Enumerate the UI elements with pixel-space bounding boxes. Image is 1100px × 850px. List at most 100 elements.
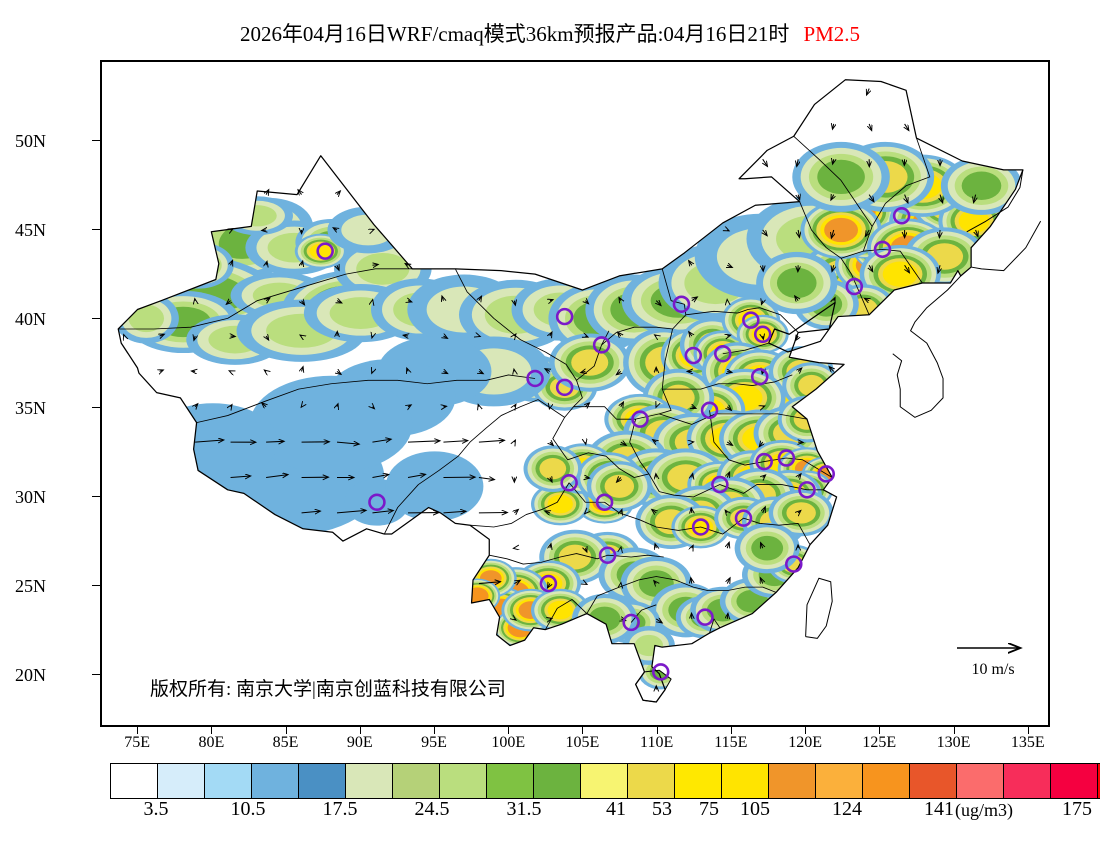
wind-scale-label: 10 m/s (971, 661, 1015, 678)
colorbar-swatch (816, 764, 863, 798)
city-marker[interactable] (696, 608, 714, 626)
wind-vector (832, 265, 834, 271)
city-marker[interactable] (711, 475, 729, 494)
colorbar-swatch (393, 764, 440, 798)
city-marker[interactable] (734, 509, 753, 527)
wind-vector (545, 511, 550, 513)
colorbar-swatch (205, 764, 252, 798)
city-marker[interactable] (560, 474, 578, 492)
wind-vector (231, 405, 232, 407)
city-marker[interactable] (755, 452, 773, 471)
wind-vector (585, 403, 589, 407)
colorbar-tick-label: 31.5 (506, 798, 542, 820)
concentration-contour (604, 474, 635, 498)
wind-vector (831, 195, 834, 200)
city-marker[interactable] (753, 325, 772, 344)
x-axis-tick (359, 727, 361, 734)
x-axis-tick-label: 130E (936, 734, 971, 751)
wind-vector (864, 298, 869, 300)
concentration-contour (824, 217, 859, 243)
wind-vector (337, 371, 341, 374)
city-marker[interactable] (777, 449, 796, 467)
city-marker[interactable] (316, 242, 334, 260)
y-axis-tick (92, 584, 100, 586)
colorbar-tick-label: 105 (740, 798, 770, 820)
city-marker[interactable] (892, 207, 911, 225)
wind-vector (478, 440, 504, 442)
wind-vector (798, 474, 801, 478)
city-marker[interactable] (798, 481, 816, 499)
wind-vector (266, 441, 284, 442)
city-marker[interactable] (526, 369, 544, 388)
wind-vector (797, 159, 798, 166)
city-marker[interactable] (714, 344, 732, 363)
border-path (793, 135, 873, 227)
concentration-contour (547, 494, 573, 514)
city-marker[interactable] (873, 240, 892, 259)
wind-vector (478, 477, 494, 479)
wind-vector (301, 511, 321, 513)
wind-vector (550, 442, 553, 445)
wind-vector (336, 510, 366, 512)
city-marker[interactable] (691, 518, 710, 536)
city-marker[interactable] (684, 346, 703, 365)
city-marker[interactable] (368, 493, 386, 511)
wind-vector (798, 368, 802, 371)
city-marker[interactable] (555, 307, 574, 326)
city-marker[interactable] (785, 555, 803, 573)
colorbar-tick-label: 75 (699, 798, 719, 820)
y-axis-tick-label: 30N (15, 486, 46, 507)
map-plot-area[interactable] (100, 60, 1050, 727)
city-marker[interactable] (631, 410, 649, 428)
border-path (709, 618, 721, 634)
city-marker[interactable] (817, 465, 836, 483)
colorbar-swatch (1004, 764, 1051, 798)
wind-vector (585, 336, 588, 337)
wind-vector (264, 370, 266, 371)
wind-vector (585, 584, 587, 585)
city-marker[interactable] (742, 311, 760, 329)
wind-vector (478, 405, 479, 407)
wind-vector (443, 441, 467, 442)
colorbar[interactable] (110, 763, 1100, 799)
wind-scale-key: 10 m/s (955, 637, 1031, 679)
y-axis-tick-label: 50N (15, 131, 46, 152)
wind-vector (372, 407, 374, 409)
colorbar-tick-label: 53 (652, 798, 672, 820)
x-axis-tick-label: 90E (346, 734, 373, 751)
wind-vector (795, 336, 798, 341)
wind-vector (727, 230, 729, 231)
wind-vector (974, 194, 976, 203)
wind-vector (194, 336, 195, 340)
wind-vector (545, 369, 550, 372)
wind-vector (443, 371, 447, 373)
wind-vector (514, 301, 515, 305)
border-path (709, 410, 833, 478)
city-marker[interactable] (672, 295, 691, 313)
wind-vector (372, 475, 388, 478)
wind-vector (940, 194, 943, 203)
city-marker[interactable] (651, 663, 670, 681)
city-marker[interactable] (750, 367, 769, 386)
city-marker[interactable] (598, 546, 617, 564)
city-marker[interactable] (622, 613, 640, 632)
colorbar-unit-label: (ug/m3) (955, 800, 1013, 820)
border-path (470, 482, 570, 528)
y-axis-tick-label: 20N (15, 664, 46, 685)
y-axis-tick-label: 45N (15, 219, 46, 240)
city-marker[interactable] (555, 378, 574, 397)
city-marker[interactable] (592, 336, 611, 354)
border-path (685, 307, 799, 333)
colorbar-swatch (158, 764, 205, 798)
wind-vector (652, 510, 656, 513)
colorbar-swatch (440, 764, 487, 798)
city-marker[interactable] (845, 277, 864, 296)
wind-vector (692, 474, 693, 478)
wind-vector (727, 578, 730, 584)
x-axis-tick (285, 727, 287, 734)
city-marker[interactable] (700, 401, 719, 420)
x-axis-tick-label: 95E (421, 734, 447, 751)
city-marker[interactable] (539, 574, 558, 593)
city-marker[interactable] (595, 493, 614, 511)
wind-vector (514, 334, 515, 336)
